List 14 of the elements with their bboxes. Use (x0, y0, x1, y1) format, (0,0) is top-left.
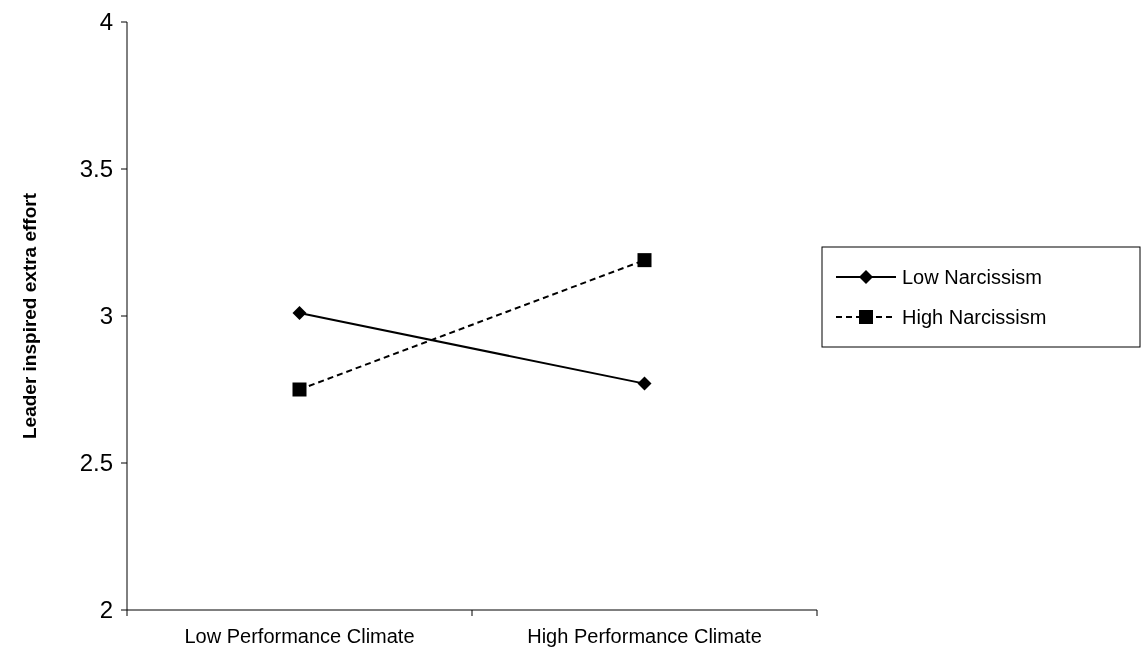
y-axis-title: Leader inspired extra effort (19, 192, 40, 440)
x-tick-label: Low Performance Climate (184, 625, 415, 647)
y-tick-label: 3.5 (79, 155, 113, 183)
legend-label: High Narcissism (902, 306, 1047, 328)
point (292, 306, 307, 321)
y-tick-label: 4 (99, 8, 113, 36)
point (637, 376, 652, 391)
y-tick-label: 3 (99, 302, 113, 330)
x-tick-label: High Performance Climate (527, 625, 762, 647)
point (292, 382, 307, 397)
y-tick-label: 2 (99, 596, 113, 624)
legend-label: Low Narcissism (902, 266, 1043, 288)
y-tick-label: 2.5 (79, 449, 113, 477)
point (637, 253, 652, 268)
